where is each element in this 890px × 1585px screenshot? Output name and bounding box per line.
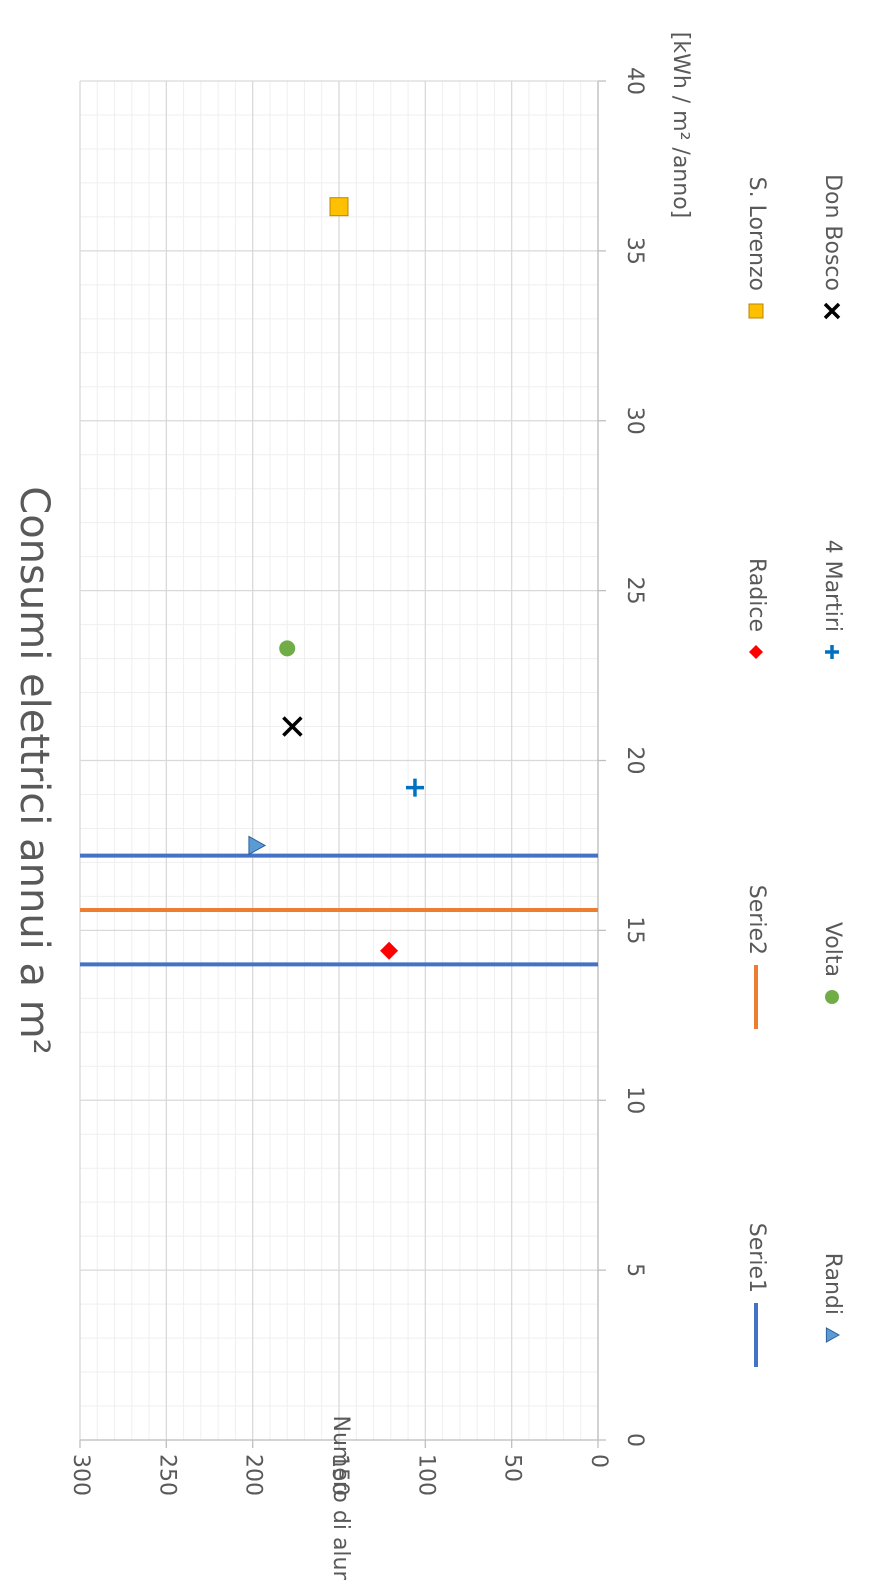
data-point-s-lorenzo	[329, 197, 349, 217]
x-axis-title: [kWh / m² /anno]	[668, 32, 693, 218]
x-tick-label: 15	[622, 916, 647, 944]
y-tick-label: 200	[241, 1454, 266, 1496]
legend-swatch-randi	[825, 1327, 841, 1343]
legend-swatch-s-lorenzo	[748, 303, 764, 319]
x-tick-label: 0	[622, 1433, 647, 1447]
legend-swatch-4-martiri	[825, 645, 839, 659]
y-tick-label: 250	[154, 1454, 179, 1496]
x-tick-label: 30	[622, 407, 647, 435]
legend-label-4-martiri: 4 Martiri	[820, 540, 845, 632]
chart-title: Consumi elettrici annui a m²	[11, 486, 57, 1054]
y-tick-label: 0	[586, 1454, 611, 1468]
data-point-4-martiri	[405, 778, 424, 797]
y-axis-title: Numero di alunni	[328, 1416, 353, 1581]
data-point-randi	[248, 835, 267, 856]
labels: 0 5 10 15 20 25 30 35 40 0 50 100 150 200 250 300 Consum…	[11, 32, 693, 1585]
legend-label-volta: Volta	[820, 922, 845, 977]
y-tick-label: 100	[413, 1454, 438, 1496]
plot-area	[79, 80, 606, 1448]
legend-swatch-radice	[749, 645, 763, 659]
data-point-radice	[380, 941, 399, 960]
x-tick-label: 20	[622, 747, 647, 775]
legend-label-serie2: Serie2	[744, 885, 769, 955]
x-tick-label: 25	[622, 577, 647, 605]
x-tick-label: 10	[622, 1086, 647, 1114]
legend-label-randi: Randi	[820, 1253, 845, 1315]
x-tick-label: 5	[622, 1263, 647, 1277]
y-tick-label: 300	[68, 1454, 93, 1496]
y-tick-label: 150	[327, 1454, 352, 1496]
y-tick-label: 50	[500, 1454, 525, 1482]
legend-label-serie1: Serie1	[744, 1223, 769, 1293]
x-tick-label: 35	[622, 237, 647, 265]
data-point-don-bosco	[282, 716, 303, 737]
x-tick-label: 40	[622, 67, 647, 95]
legend-swatch-volta	[825, 990, 839, 1004]
legend-label-s-lorenzo: S. Lorenzo	[744, 177, 769, 291]
legend: Serie1 Serie2 Radice S. Lorenzo Randi Volta 4 …	[744, 174, 845, 1367]
data-point-volta	[279, 640, 296, 657]
legend-label-radice: Radice	[744, 558, 769, 632]
legend-swatch-don-bosco	[823, 302, 841, 320]
legend-label-don-bosco: Don Bosco	[820, 174, 845, 291]
